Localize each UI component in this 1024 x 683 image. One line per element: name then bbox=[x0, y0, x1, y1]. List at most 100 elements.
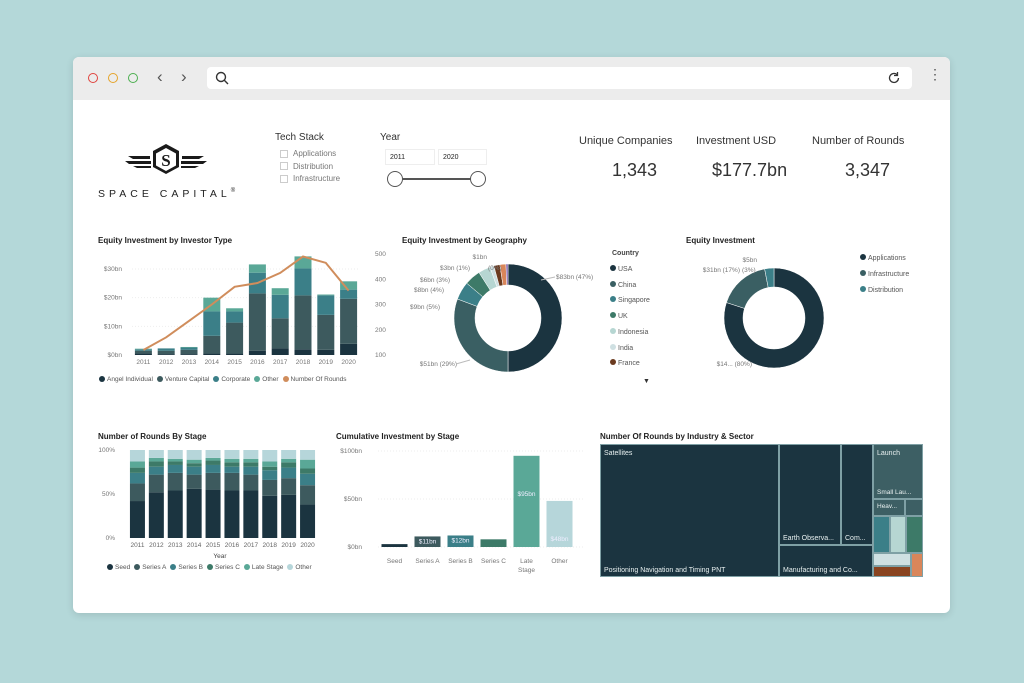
legend-item[interactable]: UK bbox=[610, 309, 650, 325]
treemap-cell[interactable] bbox=[873, 516, 890, 553]
treemap-cell-com[interactable]: Com... bbox=[841, 444, 873, 545]
x-tick-label: Series C bbox=[481, 558, 506, 565]
bar-seed bbox=[167, 490, 183, 538]
legend-item[interactable]: India bbox=[610, 341, 650, 357]
investor-type-legend[interactable]: Angel Individual Venture Capital Corporate… bbox=[95, 376, 347, 383]
bar-venture-capital bbox=[226, 322, 244, 354]
legend-marker bbox=[610, 343, 616, 350]
legend-item[interactable]: Singapore bbox=[610, 293, 650, 309]
filter-distribution[interactable]: Distribution bbox=[280, 161, 340, 174]
legend-item[interactable]: Seed bbox=[115, 564, 131, 571]
treemap-cell-pnt[interactable]: Satellites Positioning Navigation and Ti… bbox=[600, 444, 779, 577]
treemap-cell[interactable] bbox=[873, 566, 911, 577]
treemap-cell[interactable] bbox=[890, 516, 906, 553]
treemap-cell-earth-observation[interactable]: Earth Observa... bbox=[779, 444, 841, 545]
reload-icon[interactable] bbox=[887, 71, 901, 85]
legend-item[interactable]: Applications bbox=[860, 251, 909, 267]
bar-other bbox=[167, 450, 183, 459]
equity-legend[interactable]: Applications Infrastructure Distribution bbox=[860, 251, 909, 299]
legend-item[interactable]: Series A bbox=[142, 564, 167, 571]
treemap-cell[interactable] bbox=[906, 516, 923, 553]
year-slider-track[interactable] bbox=[395, 178, 480, 180]
bar-late-stage bbox=[243, 458, 259, 463]
bar-series-b bbox=[224, 466, 240, 473]
bar-series-c bbox=[186, 463, 202, 467]
year-from-input[interactable]: 2011 bbox=[385, 149, 435, 165]
treemap-cell-heavy[interactable]: Heav... bbox=[873, 499, 905, 516]
donut-data-label: $3bn (1%) bbox=[440, 265, 470, 272]
legend-item[interactable]: Series C bbox=[214, 564, 240, 571]
legend-item[interactable]: Corporate bbox=[221, 376, 251, 383]
legend-marker bbox=[287, 564, 294, 571]
forward-icon[interactable]: › bbox=[181, 67, 187, 86]
legend-item[interactable]: Infrastructure bbox=[860, 267, 909, 283]
bar-corporate bbox=[226, 311, 244, 323]
legend-item[interactable]: USA bbox=[610, 262, 650, 278]
donut-data-label: $8bn (4%) bbox=[414, 287, 444, 294]
legend-item[interactable]: Series B bbox=[178, 564, 203, 571]
year-slider-start-handle[interactable] bbox=[387, 171, 403, 187]
bar-series-b bbox=[186, 466, 202, 475]
bar-seed bbox=[205, 489, 221, 538]
bar-series-a bbox=[205, 472, 221, 490]
space-capital-logo: S bbox=[125, 144, 207, 174]
bar-venture-capital bbox=[340, 298, 358, 344]
geography-legend[interactable]: USA China Singapore UK Indonesia India France bbox=[610, 262, 650, 372]
donut-slice bbox=[505, 263, 509, 286]
legend-marker bbox=[610, 265, 616, 271]
x-tick-label: 2011 bbox=[130, 542, 144, 549]
legend-item[interactable]: Number Of Rounds bbox=[290, 376, 347, 383]
legend-item[interactable]: Angel Individual bbox=[107, 376, 153, 383]
treemap-cell[interactable] bbox=[905, 499, 923, 516]
x-tick-label: 2019 bbox=[319, 359, 334, 366]
legend-marker bbox=[610, 296, 616, 303]
y-tick-label: $10bn bbox=[104, 323, 122, 330]
bar-other bbox=[281, 450, 297, 459]
bar-other bbox=[148, 450, 164, 458]
bar-other bbox=[186, 450, 202, 460]
filter-applications[interactable]: Applications bbox=[280, 148, 340, 161]
bar-late-stage bbox=[300, 459, 316, 469]
bar-series-b bbox=[129, 472, 145, 484]
donut-slice-applications bbox=[723, 267, 825, 369]
legend-item[interactable]: Other bbox=[262, 376, 279, 383]
legend-item[interactable]: China bbox=[610, 278, 650, 294]
leader-line bbox=[540, 276, 556, 281]
x-tick-label: 2018 bbox=[296, 359, 311, 366]
bar-series-a bbox=[262, 479, 278, 496]
close-window-button[interactable] bbox=[88, 73, 98, 83]
back-icon[interactable]: ‹ bbox=[157, 67, 163, 86]
filter-infrastructure[interactable]: Infrastructure bbox=[280, 173, 340, 186]
chart-title-treemap: Number Of Rounds by Industry & Sector bbox=[600, 432, 754, 441]
treemap-cell-launch[interactable]: Launch Small Lau... bbox=[873, 444, 923, 499]
donut-data-label: (0%) bbox=[488, 265, 502, 272]
y2-tick-label: 300 bbox=[375, 302, 386, 309]
legend-item[interactable]: Indonesia bbox=[610, 325, 650, 341]
bar-seed bbox=[281, 494, 297, 538]
donut-slice-usa bbox=[507, 263, 563, 373]
x-tick-label: Seed bbox=[387, 558, 403, 565]
maximize-window-button[interactable] bbox=[128, 73, 138, 83]
y2-tick-label: 400 bbox=[375, 276, 386, 283]
rounds-stage-legend[interactable]: Seed Series A Series B Series C Late Stage Ot… bbox=[103, 564, 312, 571]
bar-data-label: $95bn bbox=[517, 491, 535, 498]
bar-series-a bbox=[129, 483, 145, 502]
legend-item[interactable]: France bbox=[610, 356, 650, 372]
y-tick-label: 100% bbox=[98, 447, 115, 454]
treemap-cell-manufacturing[interactable]: Manufacturing and Co... bbox=[779, 545, 873, 577]
legend-item[interactable]: Late Stage bbox=[251, 564, 284, 571]
year-slider-end-handle[interactable] bbox=[470, 171, 486, 187]
year-to-input[interactable]: 2020 bbox=[438, 149, 487, 165]
legend-item[interactable]: Distribution bbox=[860, 283, 909, 299]
legend-scroll-down-icon[interactable]: ▼ bbox=[643, 378, 650, 385]
legend-item[interactable]: Other bbox=[295, 564, 312, 571]
y-tick-label: $50bn bbox=[344, 496, 362, 503]
bar-corporate bbox=[157, 348, 175, 351]
treemap-cell[interactable] bbox=[873, 553, 911, 566]
legend-item[interactable]: Venture Capital bbox=[164, 376, 210, 383]
menu-icon[interactable]: ⋮ bbox=[928, 66, 942, 82]
minimize-window-button[interactable] bbox=[108, 73, 118, 83]
address-bar[interactable] bbox=[207, 67, 912, 89]
treemap-cell[interactable] bbox=[911, 553, 923, 577]
